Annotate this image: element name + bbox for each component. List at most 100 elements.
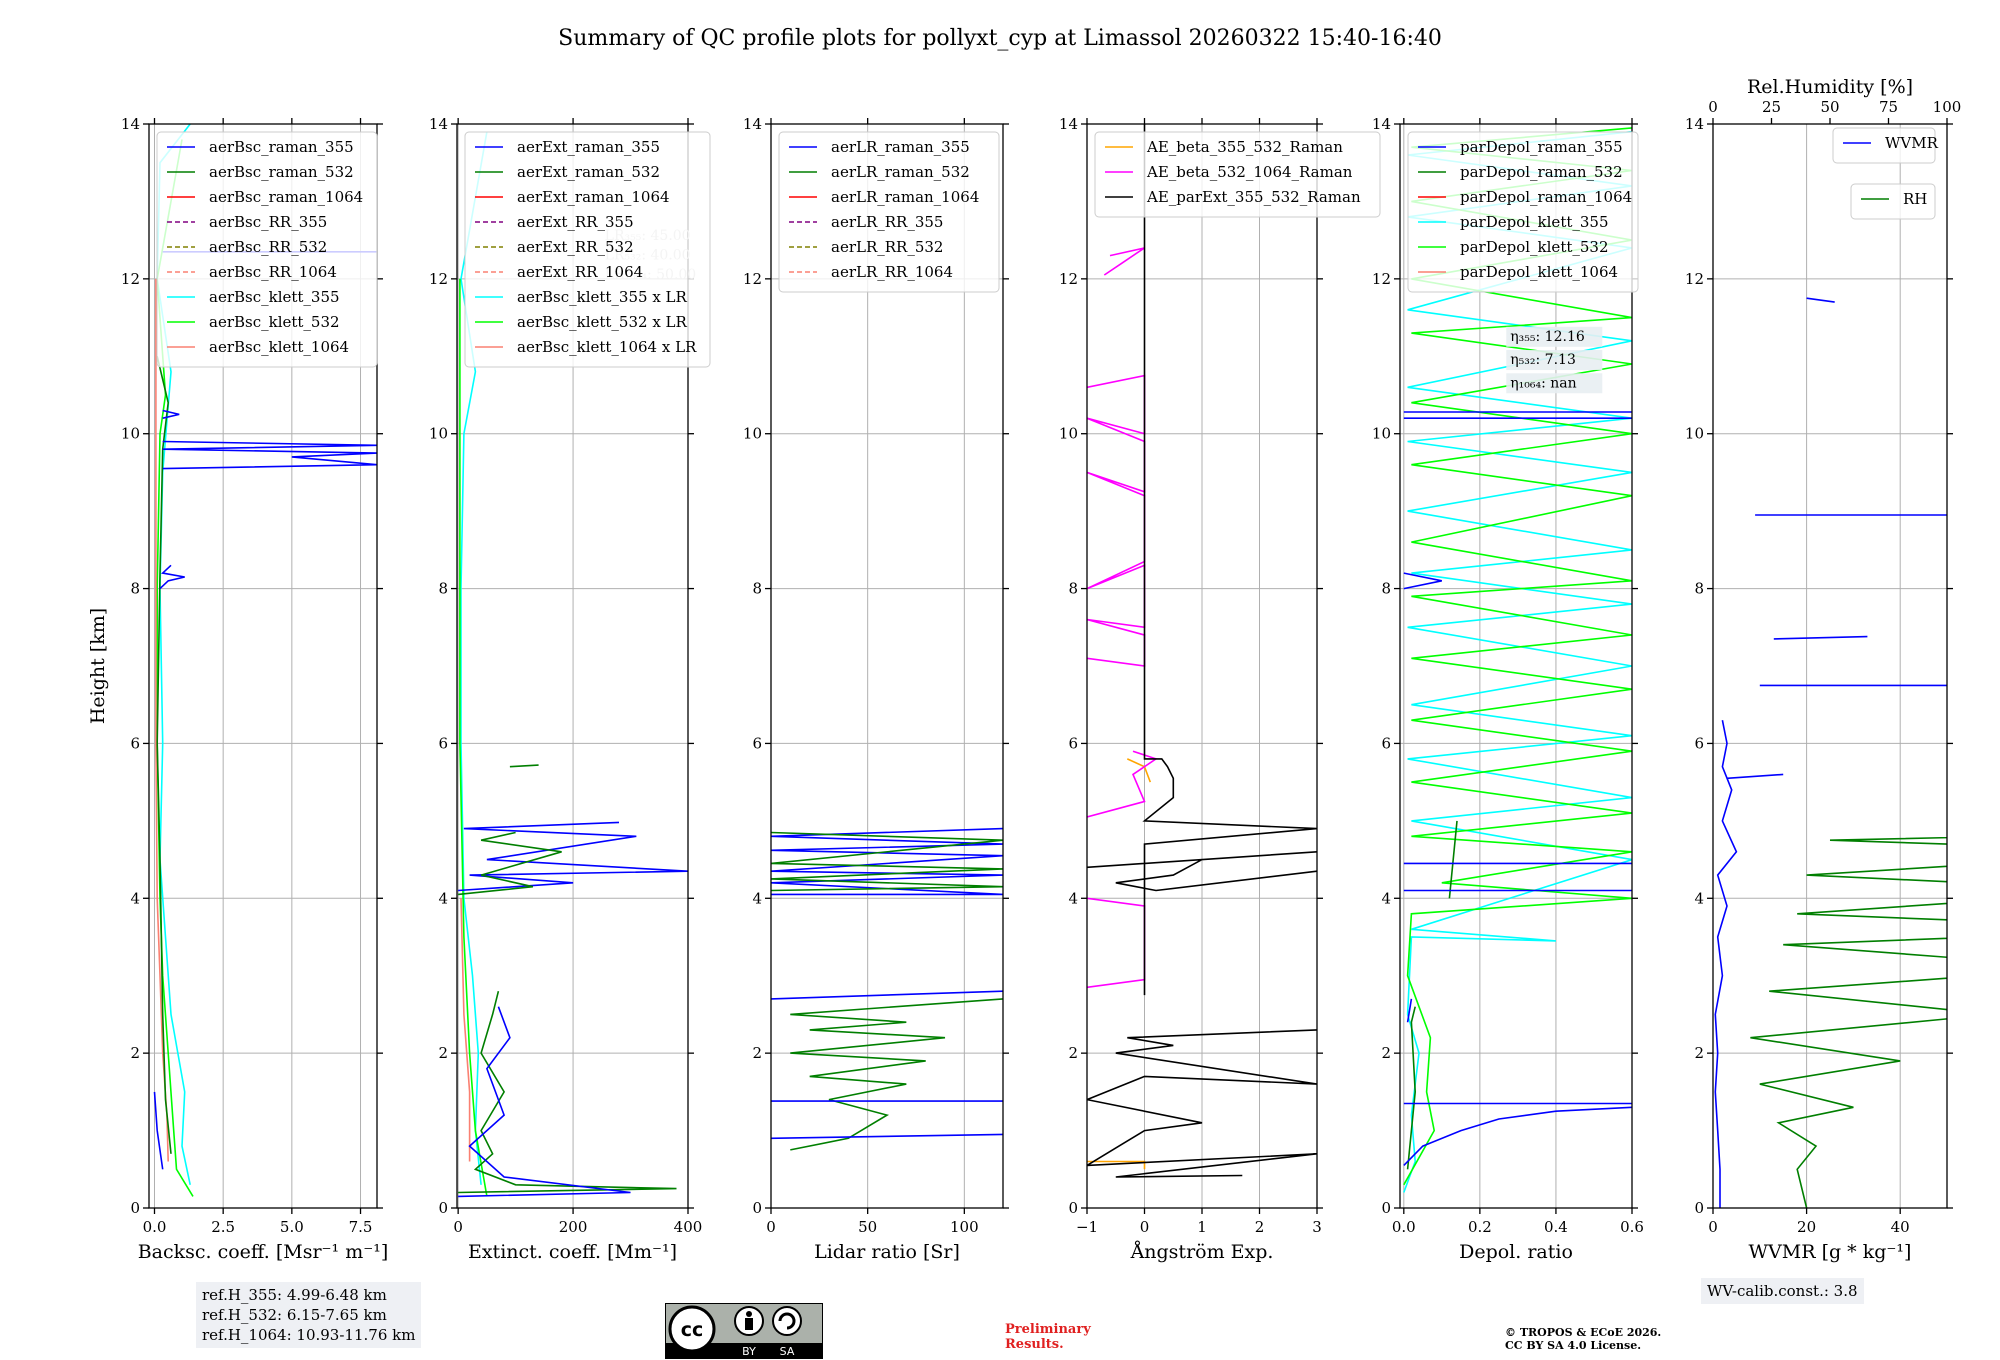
x-axis-label: Lidar ratio [Sr] <box>814 1241 960 1263</box>
y-tick-label: 2 <box>438 1044 448 1062</box>
series-aerLR_raman_532 <box>790 998 1003 1151</box>
y-tick-label: 0 <box>1068 1199 1078 1217</box>
y-tick-label: 2 <box>130 1044 140 1062</box>
series-aerExt_raman_532 <box>458 991 677 1194</box>
legend-entry: AE_beta_532_1064_Raman <box>1146 163 1353 181</box>
cc-icon <box>668 1305 716 1353</box>
legend-entry: aerBsc_raman_1064 <box>209 188 363 206</box>
series-group <box>771 827 1003 1151</box>
legend-entry: aerBsc_klett_1064 x LR <box>517 338 697 356</box>
copyright-note: © TROPOS & ECoE 2026. CC BY SA 4.0 Licen… <box>1505 1326 1661 1352</box>
grid <box>1712 123 1947 1209</box>
y-tick-label: 10 <box>121 425 140 443</box>
legend-entry: RH <box>1903 190 1927 208</box>
x-tick-label: 0 <box>453 1218 463 1236</box>
series-aerExt_raman_355 <box>458 821 688 892</box>
y-tick-label: 10 <box>743 425 762 443</box>
preliminary-line-2: Results. <box>1005 1337 1064 1352</box>
series-aerBsc_klett_1064 x LR <box>460 898 471 1162</box>
y-tick-label: 0 <box>752 1199 762 1217</box>
legend-entry: aerBsc_RR_1064 <box>209 263 337 281</box>
preliminary-results-note: Preliminary Results. <box>1005 1322 1091 1352</box>
x-tick-label: 7.5 <box>349 1218 373 1236</box>
x-axis-label: WVMR [g * kg⁻¹] <box>1749 1241 1912 1263</box>
grid <box>1086 123 1318 1209</box>
y-tick-label: 8 <box>130 580 140 598</box>
y-tick-label: 8 <box>752 580 762 598</box>
wv-calibration-constant: WV-calib.const.: 3.8 <box>1707 1282 1858 1300</box>
y-tick-label: 6 <box>752 734 762 752</box>
series-group <box>1087 124 1317 1178</box>
legend-entry: aerBsc_RR_532 <box>209 238 327 256</box>
copyright-line-2: CC BY SA 4.0 License. <box>1505 1339 1642 1352</box>
annotation-text: η₁₀₆₄: nan <box>1510 375 1576 391</box>
legend-box <box>1094 131 1381 218</box>
y-tick-label: 8 <box>1068 580 1078 598</box>
top-x-tick-label: 100 <box>1933 98 1962 116</box>
x-tick-label: 3 <box>1312 1218 1322 1236</box>
legend-entry: aerBsc_klett_532 <box>209 313 340 331</box>
legend-entry: aerExt_raman_1064 <box>517 188 670 206</box>
top-x-tick-label: 0 <box>1708 98 1718 116</box>
x-tick-label: 0.2 <box>1468 1218 1492 1236</box>
legend-entry: aerBsc_raman_355 <box>209 138 354 156</box>
y-tick-label: 0 <box>130 1199 140 1217</box>
y-tick-label: 0 <box>1381 1199 1391 1217</box>
y-tick-label: 12 <box>429 270 448 288</box>
legend-box <box>156 131 378 368</box>
panel-backscatter: 0 2 4 6 8 10 12 14 0.0 2.5 5.0 7.5 Backsc. coeff. [M… <box>121 115 388 1263</box>
y-tick-label: 0 <box>438 1199 448 1217</box>
series-WVMR <box>1806 297 1835 303</box>
series-AE_parExt_355_532_Raman <box>1142 124 1317 996</box>
axes-frame <box>1712 123 1948 1209</box>
x-tick-label: 200 <box>559 1218 588 1236</box>
legend: aerExt_raman_355 aerExt_raman_532 aerExt_r… <box>464 131 711 368</box>
y-tick-label: 12 <box>1059 270 1078 288</box>
cc-by-sa-badge: cc BY SA <box>665 1303 823 1359</box>
legend-entry: aerBsc_raman_532 <box>209 163 354 181</box>
legend-entry: AE_parExt_355_532_Raman <box>1146 188 1361 206</box>
series-group <box>1714 297 1947 1208</box>
y-tick-label: 10 <box>1372 425 1391 443</box>
ref-height-1064: ref.H_1064: 10.93-11.76 km <box>202 1326 416 1344</box>
legend: RH <box>1850 183 1936 220</box>
series-WVMR <box>1773 635 1868 640</box>
x-tick-label: 0.6 <box>1620 1218 1644 1236</box>
y-tick-label: 10 <box>429 425 448 443</box>
series-aerBsc_raman_355 <box>159 564 185 590</box>
axes-frame <box>148 123 378 1209</box>
legend-box <box>1832 127 1936 164</box>
cc-icon-text: cc <box>681 1319 704 1341</box>
x-tick-label: −1 <box>1076 1218 1098 1236</box>
series-aerBsc_raman_355 <box>162 409 180 419</box>
y-tick-label: 12 <box>1372 270 1391 288</box>
series-WVMR <box>1714 720 1738 1208</box>
series-WVMR <box>1726 773 1784 780</box>
x-tick-label: 0 <box>1708 1218 1718 1236</box>
legend-entry: aerBsc_klett_355 <box>209 288 340 306</box>
x-axis-label: Extinct. coeff. [Mm⁻¹] <box>468 1241 677 1263</box>
top-x-tick-label: 25 <box>1762 98 1781 116</box>
y-tick-label: 2 <box>1694 1044 1704 1062</box>
x-tick-label: 0.0 <box>1392 1218 1416 1236</box>
top-x-tick-label: 50 <box>1820 98 1839 116</box>
legend: aerBsc_raman_355 aerBsc_raman_532 aerBsc_r… <box>156 131 378 368</box>
y-tick-label: 4 <box>1068 889 1078 907</box>
legend-box <box>464 131 711 368</box>
y-tick-label: 2 <box>752 1044 762 1062</box>
x-tick-label: 100 <box>950 1218 979 1236</box>
legend: parDepol_raman_355 parDepol_raman_532 parD… <box>1407 131 1639 293</box>
x-tick-label: 40 <box>1891 1218 1910 1236</box>
y-tick-label: 6 <box>130 734 140 752</box>
legend-entry: parDepol_raman_532 <box>1460 163 1623 181</box>
x-tick-label: 1 <box>1197 1218 1207 1236</box>
annotation-bg <box>1506 350 1603 371</box>
annotation-bg <box>1506 373 1603 394</box>
y-tick-label: 12 <box>1685 270 1704 288</box>
series-aerExt_raman_532 <box>458 831 562 896</box>
series-aerBsc_klett_532 x LR <box>459 278 488 1197</box>
legend-entry: aerBsc_RR_355 <box>209 213 327 231</box>
series-parDepol_raman_355 <box>1406 998 1413 1023</box>
